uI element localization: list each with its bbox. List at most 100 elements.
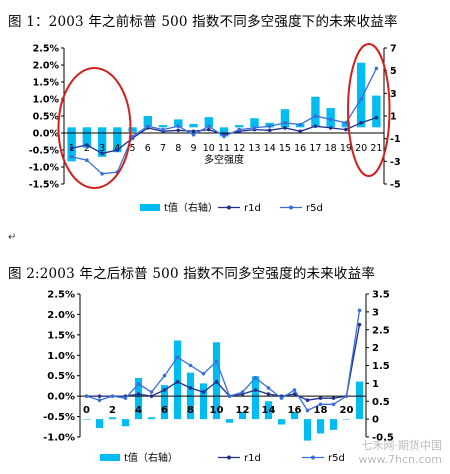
y-left-tick-label: -0.5%	[43, 412, 75, 423]
point-r1d	[328, 126, 333, 130]
point-r5d	[100, 172, 104, 176]
point-r1d	[267, 128, 272, 133]
point-r5d	[227, 394, 232, 398]
x-tick-label: 8	[175, 143, 181, 154]
point-r1d	[201, 390, 206, 394]
bar-t-value	[329, 419, 338, 430]
point-r1d	[359, 121, 363, 125]
legend-label-r1d: r1d	[244, 453, 261, 464]
y-right-tick-label: 3	[390, 89, 397, 100]
y-right-tick-label: 2.5	[372, 325, 390, 336]
x-tick-label: 16	[294, 143, 306, 154]
bar-t-value	[143, 116, 152, 128]
x-tick-label: 10	[210, 405, 224, 416]
figure-1-caption: 图 1：2003 年之前标普 500 指数不同多空强度下的未来收益率	[8, 14, 398, 30]
bar-t-value	[238, 411, 247, 420]
point-r5d	[344, 121, 348, 125]
point-r1d	[344, 127, 348, 132]
x-tick-label: 4	[135, 405, 142, 416]
point-r1d	[188, 386, 193, 390]
y-left-tick-label: 1.0%	[33, 95, 60, 106]
y-left-tick-label: 0.0%	[33, 129, 60, 140]
bar-t-value	[355, 381, 364, 420]
y-left-tick-label: 0.5%	[47, 371, 75, 382]
point-r5d	[110, 394, 115, 398]
point-r5d	[344, 394, 349, 398]
bar-t-value	[316, 419, 325, 434]
y-left-tick-label: -1.0%	[43, 433, 75, 444]
y-right-tick-label: 1	[390, 112, 397, 123]
bar-t-value	[121, 419, 130, 427]
point-r5d	[162, 373, 167, 378]
legend-swatch-t-value	[100, 454, 120, 461]
y-right-tick-label: 0.5	[372, 397, 390, 408]
x-tick-label: 3	[99, 143, 105, 154]
bar-t-value	[113, 127, 122, 153]
x-tick-label: 18	[314, 405, 328, 416]
bar-t-value	[280, 109, 290, 128]
bar-t-value	[189, 123, 198, 128]
bar-t-value	[290, 411, 299, 420]
point-r5d	[328, 117, 333, 122]
point-r1d	[253, 388, 258, 392]
x-tick-label: 18	[325, 143, 337, 154]
legend-swatch-t-value	[140, 204, 160, 211]
x-tick-label: 15	[279, 143, 291, 154]
point-r5d	[283, 121, 287, 125]
point-r5d	[313, 114, 318, 118]
bar-t-value	[372, 95, 381, 128]
point-r5d	[69, 155, 74, 159]
y-left-tick-label: 2.5%	[33, 44, 60, 55]
point-r5d	[201, 371, 206, 376]
bar-t-value	[235, 125, 244, 128]
bar-t-value	[97, 127, 107, 157]
point-r5d	[305, 408, 310, 413]
x-tick-label: 7	[160, 143, 166, 154]
point-r5d	[214, 359, 219, 364]
point-r1d	[100, 151, 104, 156]
y-left-tick-label: 0.5%	[33, 112, 60, 123]
y-left-tick-label: -1.0%	[29, 163, 60, 174]
y-right-tick-label: 1	[372, 379, 379, 390]
point-r1d	[176, 128, 181, 133]
x-tick-label: 20	[355, 143, 367, 154]
point-r5d	[279, 396, 284, 400]
point-r5d	[176, 124, 181, 128]
bar-t-value	[311, 96, 320, 128]
point-r1d	[374, 115, 379, 120]
x-tick-label: 6	[145, 143, 151, 154]
bar-t-value	[174, 119, 183, 128]
point-r5d	[252, 126, 257, 130]
point-r5d	[298, 122, 302, 127]
y-left-tick-label: -1.5%	[29, 180, 60, 191]
legend-label-r5d: r5d	[328, 453, 345, 464]
point-r5d	[267, 124, 272, 128]
point-r1d	[136, 392, 141, 396]
y-right-tick-label: 1.5	[372, 361, 390, 372]
y-left-tick-label: 1.5%	[47, 330, 75, 341]
x-tick-label: 0	[83, 405, 90, 416]
point-r1d	[331, 396, 336, 400]
point-r1d	[97, 394, 102, 398]
y-left-tick-label: 1.5%	[33, 78, 60, 89]
x-tick-label: 5	[130, 143, 136, 154]
x-tick-label: 19	[340, 143, 352, 154]
bar-t-value	[108, 417, 117, 420]
legend-label-t-value: t值（右轴）	[124, 451, 178, 464]
bar-t-value	[303, 419, 312, 441]
x-tick-label: 20	[340, 405, 354, 416]
y-right-tick-label: -3	[390, 157, 401, 168]
point-r1d	[318, 396, 323, 400]
y-left-tick-label: 0.0%	[47, 392, 75, 403]
y-right-tick-label: 5	[390, 66, 397, 77]
point-r1d	[115, 148, 120, 152]
bar-t-value	[95, 419, 104, 429]
figure-2-caption: 图 2:2003 年之后标普 500 指数不同多空强度的未来收益率	[8, 266, 376, 282]
bar-t-value	[204, 117, 213, 128]
point-r5d	[206, 124, 211, 128]
bar-t-value	[277, 419, 286, 425]
x-tick-label: 14	[264, 143, 276, 154]
point-r5d	[175, 355, 180, 360]
legend-label-r5d: r5d	[306, 203, 323, 214]
